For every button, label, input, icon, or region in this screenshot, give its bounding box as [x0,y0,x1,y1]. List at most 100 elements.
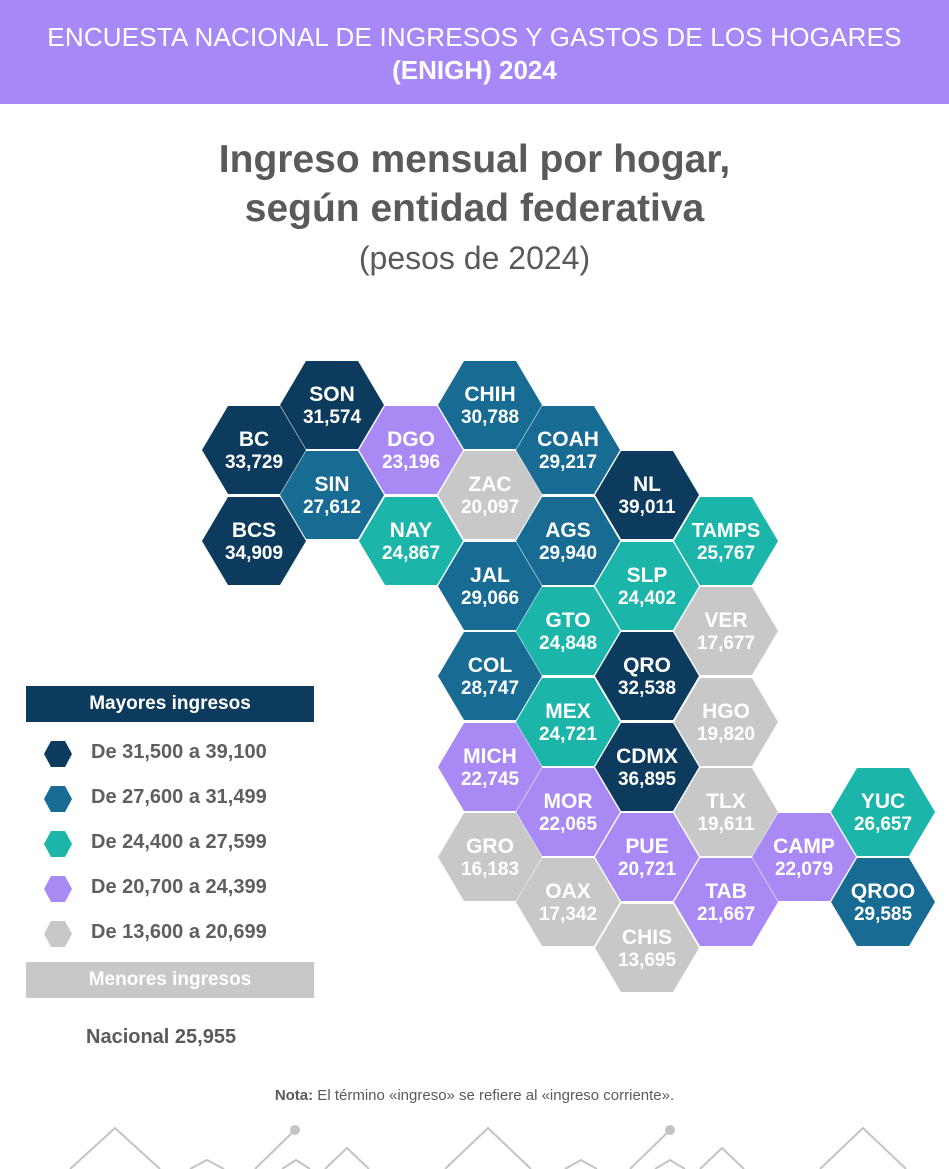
chart-title-line-1: Ingreso mensual por hogar, [218,138,731,181]
state-code-label: JAL [470,564,510,587]
state-hexagon [595,542,699,630]
state-value-label: 32,538 [618,678,676,699]
state-hexagon [831,858,935,946]
state-value-label: 20,721 [618,859,677,880]
state-code-label: TAB [705,880,747,903]
footnote: Nota: El término «ingreso» se refiere al… [0,1087,949,1104]
state-code-label: SON [309,383,355,406]
state-code-label: QROO [851,880,915,903]
state-value-label: 19,611 [697,814,754,835]
state-code-label: MICH [463,745,517,768]
state-hexagon [516,406,620,494]
national-average: Nacional 25,955 [86,1026,237,1048]
state-value-label: 34,909 [225,543,283,564]
state-value-label: 29,940 [539,543,597,564]
state-hexagon [516,497,620,585]
state-code-label: COAH [537,428,599,451]
state-hexagon [674,768,778,856]
state-hexagon [359,406,463,494]
state-value-label: 22,745 [461,769,520,790]
state-code-label: NL [633,473,661,496]
state-code-label: BCS [232,519,276,542]
state-hexagon [674,497,778,585]
state-value-label: 24,867 [382,543,440,564]
state-code-label: ZAC [468,473,511,496]
header-line-2: (ENIGH) 2024 [392,55,557,85]
state-hexagon [438,451,542,539]
legend-item-label: De 20,700 a 24,399 [91,876,267,898]
state-value-label: 29,217 [539,452,597,473]
state-value-label: 22,079 [775,859,833,880]
legend-bottom-label: Menores ingresos [26,962,314,998]
state-value-label: 33,729 [225,452,283,473]
state-code-label: VER [704,609,747,632]
state-code-label: CAMP [773,835,835,858]
state-hexagon [438,632,542,720]
state-value-label: 27,612 [303,497,361,518]
state-code-label: TAMPS [692,520,761,542]
chart-title-line-2: según entidad federativa [244,187,705,230]
legend-top-label: Mayores ingresos [26,686,314,722]
state-value-label: 20,097 [461,497,519,518]
state-hexagon [595,632,699,720]
state-value-label: 24,721 [539,724,598,745]
state-hexagon [280,451,384,539]
hexagon-icon [44,786,72,812]
header-line-1: ENCUESTA NACIONAL DE INGRESOS Y GASTOS D… [47,22,902,52]
state-hexagon [280,361,384,449]
state-code-label: COL [468,654,513,677]
state-hexagon [674,587,778,675]
state-hexagon [438,723,542,811]
hexagon-icon [44,876,72,902]
state-value-label: 17,677 [697,633,755,654]
footnote-label: Nota: [274,1087,314,1104]
state-value-label: 13,695 [618,950,677,971]
state-hexagon [831,768,935,856]
state-code-label: MOR [544,790,593,813]
state-value-label: 22,065 [539,814,598,835]
state-value-label: 30,788 [461,407,519,428]
state-code-label: BC [239,428,269,451]
footnote-text: El término «ingreso» se refiere al «ingr… [313,1087,675,1104]
state-code-label: GRO [466,835,514,858]
state-value-label: 16,183 [461,859,519,880]
state-hexagon [516,587,620,675]
state-value-label: 21,667 [697,904,755,925]
state-hexagon [674,858,778,946]
state-code-label: SIN [314,473,349,496]
state-hexagon [438,813,542,901]
legend-item-label: De 27,600 a 31,499 [91,786,267,808]
hexagon-icon [44,921,72,947]
state-hexagon [595,904,699,992]
state-hexagon [516,768,620,856]
state-code-label: QRO [623,654,671,677]
state-hexagon [202,497,306,585]
state-hexagon [516,858,620,946]
state-value-label: 29,066 [461,588,519,609]
state-code-label: TLX [706,790,746,813]
legend-item-label: De 13,600 a 20,699 [91,921,267,943]
state-value-label: 28,747 [461,678,519,699]
hexagon-icon [44,741,72,767]
state-value-label: 25,767 [697,543,755,564]
